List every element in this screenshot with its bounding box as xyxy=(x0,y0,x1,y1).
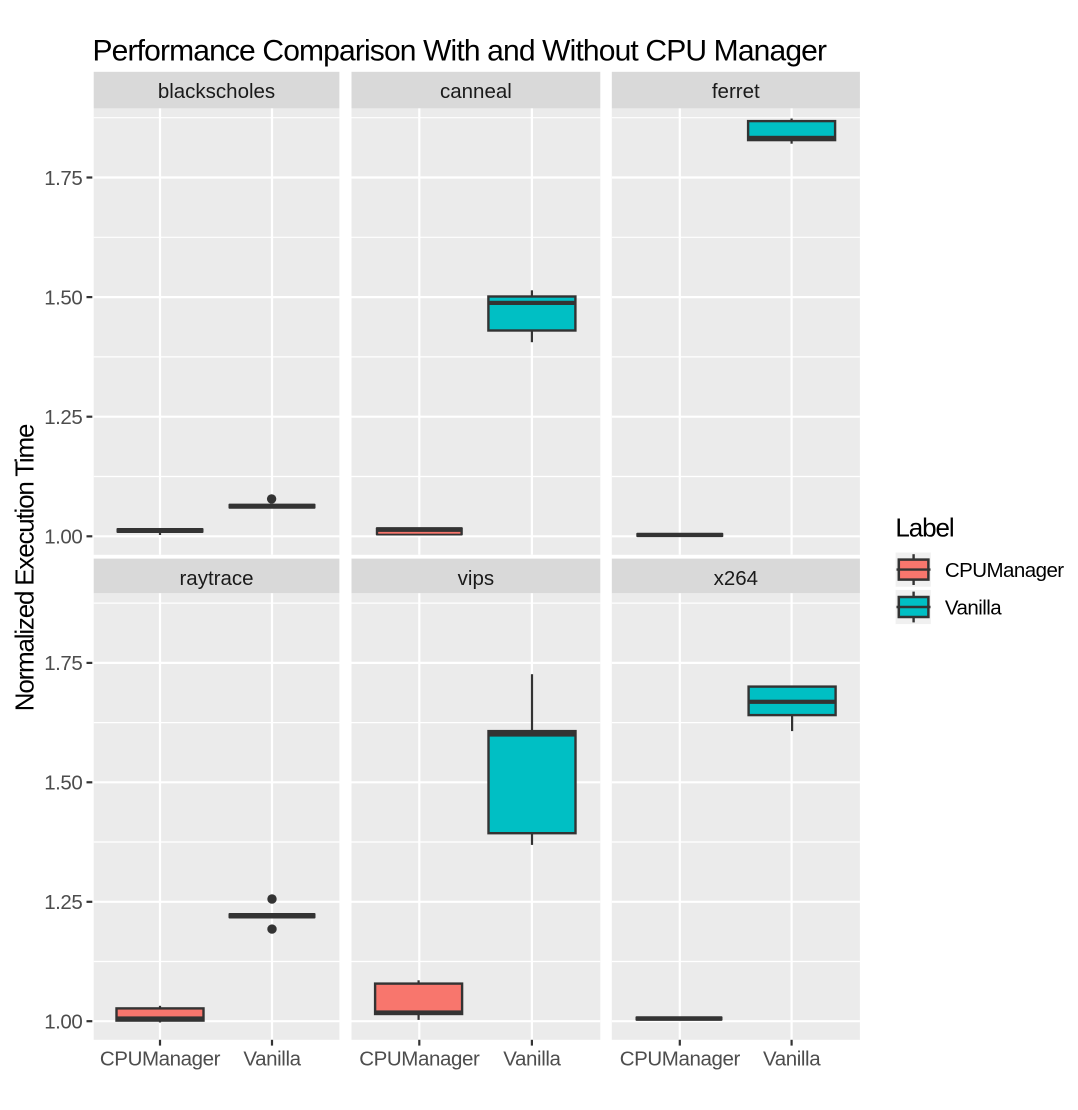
svg-text:1.00: 1.00 xyxy=(44,526,82,549)
svg-text:vips: vips xyxy=(458,567,494,590)
svg-text:CPUManager: CPUManager xyxy=(945,559,1064,582)
svg-text:ferret: ferret xyxy=(712,80,760,103)
svg-text:Vanilla: Vanilla xyxy=(945,596,1002,619)
svg-text:1.00: 1.00 xyxy=(44,1011,82,1034)
svg-text:Vanilla: Vanilla xyxy=(503,1047,561,1070)
svg-text:x264: x264 xyxy=(714,567,758,590)
svg-text:Normalized Execution Time: Normalized Execution Time xyxy=(10,424,40,711)
svg-text:Performance Comparison With an: Performance Comparison With and Without … xyxy=(93,35,827,68)
svg-text:CPUManager: CPUManager xyxy=(620,1047,741,1070)
svg-text:1.25: 1.25 xyxy=(44,891,82,914)
svg-text:1.50: 1.50 xyxy=(44,286,82,309)
svg-text:CPUManager: CPUManager xyxy=(100,1047,221,1070)
svg-text:blackscholes: blackscholes xyxy=(158,80,275,103)
svg-text:1.25: 1.25 xyxy=(44,406,82,429)
svg-text:1.50: 1.50 xyxy=(44,772,82,795)
svg-text:1.75: 1.75 xyxy=(44,652,82,675)
svg-text:canneal: canneal xyxy=(440,80,512,103)
svg-text:1.75: 1.75 xyxy=(44,167,82,190)
svg-text:Vanilla: Vanilla xyxy=(243,1047,301,1070)
svg-text:raytrace: raytrace xyxy=(179,567,253,590)
svg-text:Label: Label xyxy=(895,513,953,543)
svg-text:CPUManager: CPUManager xyxy=(359,1047,480,1070)
svg-text:Vanilla: Vanilla xyxy=(763,1047,821,1070)
